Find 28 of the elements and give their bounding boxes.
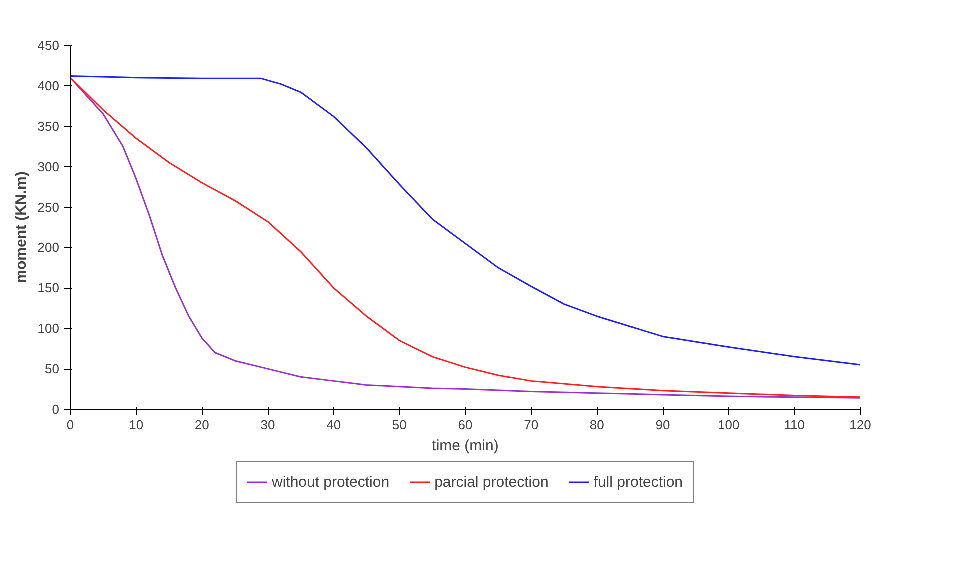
y-tick-label: 150 [38,280,60,296]
x-tick-label: 110 [784,418,806,432]
y-tick-label: 400 [38,78,60,94]
x-tick-label: 120 [850,418,872,432]
x-tick-label: 50 [392,418,407,432]
x-tick-label: 100 [718,418,740,432]
x-tick-label: 20 [194,418,210,432]
y-tick-label: 100 [38,321,60,336]
y-tick-label: 450 [38,38,60,53]
legend-label: without protection [272,474,390,490]
x-tick-label: 40 [326,418,342,432]
legend-label: full protection [594,474,684,490]
x-tick-label: 90 [656,418,670,432]
y-tick-label: 0 [52,402,60,417]
y-tick-label: 350 [38,118,60,134]
x-tick-label: 10 [129,418,144,432]
y-tick-label: 50 [45,362,60,377]
y-tick-label: 250 [38,200,60,215]
x-tick-label: 30 [260,418,276,432]
x-axis-title: time (min) [432,438,499,454]
y-axis-title: moment (KN.m) [12,172,30,284]
x-tick-label: 70 [524,418,539,432]
x-tick-label: 60 [458,418,473,432]
legend-label: parcial protection [434,474,549,490]
x-tick-label: 80 [590,418,604,432]
y-tick-label: 300 [38,159,60,174]
y-tick-label: 200 [38,240,60,256]
x-tick-label: 0 [66,418,74,432]
